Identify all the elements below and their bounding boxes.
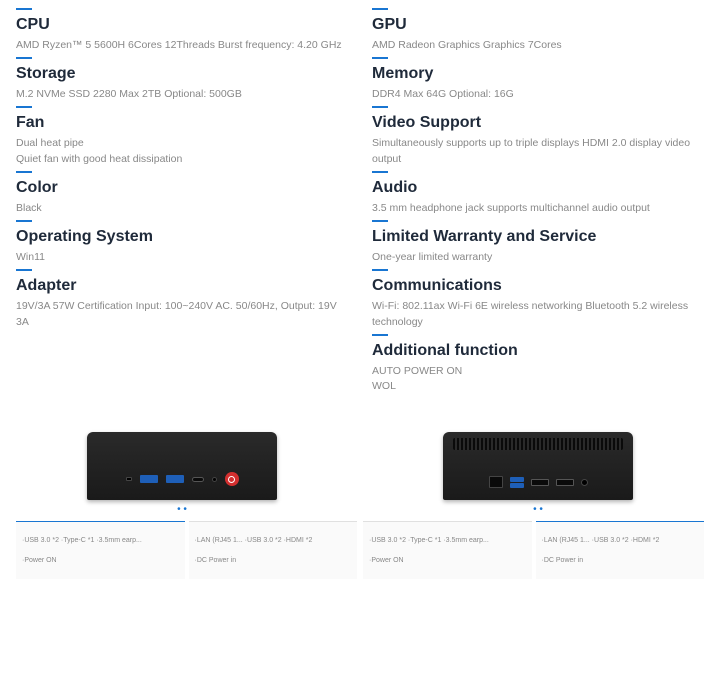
spec-title: Audio xyxy=(372,179,704,197)
power-button-icon xyxy=(225,472,239,486)
spec-title: Color xyxy=(16,179,348,197)
spec-title: Fan xyxy=(16,114,348,132)
spec-desc: One-year limited warranty xyxy=(372,250,704,265)
port-tabs-row: ·USB 3.0 *2 ·Type-C *1 ·3.5mm earp... ·P… xyxy=(16,521,704,579)
accent-bar xyxy=(16,269,32,271)
spec-title: Additional function xyxy=(372,342,704,360)
accent-bar xyxy=(16,171,32,173)
spec-desc: Simultaneously supports up to triple dis… xyxy=(372,136,704,166)
spec-title: Communications xyxy=(372,277,704,295)
accent-bar xyxy=(372,334,388,336)
spec-desc: Black xyxy=(16,201,348,216)
spec-fan: Fan Dual heat pipe Quiet fan with good h… xyxy=(16,106,348,166)
accent-bar xyxy=(372,57,388,59)
accent-bar xyxy=(372,269,388,271)
spec-title: Adapter xyxy=(16,277,348,295)
spec-gpu: GPU AMD Radeon Graphics Graphics 7Cores xyxy=(372,8,704,53)
tab-line2: ·Power ON xyxy=(22,556,179,566)
spec-desc: AUTO POWER ON WOL xyxy=(372,364,704,394)
spec-audio: Audio 3.5 mm headphone jack supports mul… xyxy=(372,171,704,216)
audio-jack-icon xyxy=(212,477,217,482)
spec-title: Memory xyxy=(372,65,704,83)
tab-line1: ·LAN (RJ45 1... ·USB 3.0 *2 ·HDMI *2 xyxy=(195,536,352,546)
tab-back-ports[interactable]: ·LAN (RJ45 1... ·USB 3.0 *2 ·HDMI *2 ·DC… xyxy=(189,521,358,579)
specs-left-col: CPU AMD Ryzen™ 5 5600H 6Cores 12Threads … xyxy=(16,8,348,398)
hdmi-port-icon xyxy=(556,479,574,486)
usb-port-icon xyxy=(166,475,184,483)
accent-bar xyxy=(16,220,32,222)
accent-bar xyxy=(16,8,32,10)
tab-group-front: ·USB 3.0 *2 ·Type-C *1 ·3.5mm earp... ·P… xyxy=(16,521,357,579)
vent-icon xyxy=(453,438,623,450)
spec-storage: Storage M.2 NVMe SSD 2280 Max 2TB Option… xyxy=(16,57,348,102)
spec-desc: AMD Radeon Graphics Graphics 7Cores xyxy=(372,38,704,53)
spec-cpu: CPU AMD Ryzen™ 5 5600H 6Cores 12Threads … xyxy=(16,8,348,53)
tab-back-ports[interactable]: ·LAN (RJ45 1... ·USB 3.0 *2 ·HDMI *2 ·DC… xyxy=(536,521,705,579)
tab-front-ports[interactable]: ·USB 3.0 *2 ·Type-C *1 ·3.5mm earp... ·P… xyxy=(16,521,185,579)
device-front-image xyxy=(16,410,348,500)
spec-desc: Dual heat pipe Quiet fan with good heat … xyxy=(16,136,348,166)
spec-warranty: Limited Warranty and Service One-year li… xyxy=(372,220,704,265)
spec-desc: DDR4 Max 64G Optional: 16G xyxy=(372,87,704,102)
product-images-row: • • • • xyxy=(16,410,704,515)
tab-front-ports[interactable]: ·USB 3.0 *2 ·Type-C *1 ·3.5mm earp... ·P… xyxy=(363,521,532,579)
spec-title: Storage xyxy=(16,65,348,83)
spec-desc: Wi-Fi: 802.11ax Wi-Fi 6E wireless networ… xyxy=(372,299,704,329)
spec-desc: AMD Ryzen™ 5 5600H 6Cores 12Threads Burs… xyxy=(16,38,348,53)
tab-line1: ·USB 3.0 *2 ·Type-C *1 ·3.5mm earp... xyxy=(22,536,179,546)
hdmi-port-icon xyxy=(531,479,549,486)
typec-port-icon xyxy=(192,477,204,482)
spec-desc: 3.5 mm headphone jack supports multichan… xyxy=(372,201,704,216)
tab-group-back: ·USB 3.0 *2 ·Type-C *1 ·3.5mm earp... ·P… xyxy=(363,521,704,579)
device-back-image xyxy=(372,410,704,500)
spec-title: Video Support xyxy=(372,114,704,132)
spec-title: CPU xyxy=(16,16,348,34)
spec-color: Color Black xyxy=(16,171,348,216)
tab-line1: ·LAN (RJ45 1... ·USB 3.0 *2 ·HDMI *2 xyxy=(542,536,699,546)
dc-port-icon xyxy=(581,479,588,486)
accent-bar xyxy=(372,171,388,173)
spec-comms: Communications Wi-Fi: 802.11ax Wi-Fi 6E … xyxy=(372,269,704,329)
spec-additional: Additional function AUTO POWER ON WOL xyxy=(372,334,704,394)
tab-line1: ·USB 3.0 *2 ·Type-C *1 ·3.5mm earp... xyxy=(369,536,526,546)
spec-desc: Win11 xyxy=(16,250,348,265)
usb-stack-icon xyxy=(510,477,524,488)
spec-title: GPU xyxy=(372,16,704,34)
device-back-icon xyxy=(443,432,633,500)
clr-cmos-icon xyxy=(126,477,132,481)
carousel-dots[interactable]: • • xyxy=(16,504,348,515)
front-image-container: • • xyxy=(16,410,348,515)
spec-os: Operating System Win11 xyxy=(16,220,348,265)
spec-title: Limited Warranty and Service xyxy=(372,228,704,246)
spec-video: Video Support Simultaneously supports up… xyxy=(372,106,704,166)
device-front-icon xyxy=(87,432,277,500)
spec-memory: Memory DDR4 Max 64G Optional: 16G xyxy=(372,57,704,102)
spec-desc: 19V/3A 57W Certification Input: 100~240V… xyxy=(16,299,348,329)
usb-port-icon xyxy=(140,475,158,483)
specs-grid: CPU AMD Ryzen™ 5 5600H 6Cores 12Threads … xyxy=(16,8,704,398)
accent-bar xyxy=(16,106,32,108)
tab-line2: ·DC Power in xyxy=(542,556,699,566)
spec-desc: M.2 NVMe SSD 2280 Max 2TB Optional: 500G… xyxy=(16,87,348,102)
accent-bar xyxy=(372,220,388,222)
carousel-dots[interactable]: • • xyxy=(372,504,704,515)
spec-adapter: Adapter 19V/3A 57W Certification Input: … xyxy=(16,269,348,329)
accent-bar xyxy=(372,8,388,10)
specs-right-col: GPU AMD Radeon Graphics Graphics 7Cores … xyxy=(372,8,704,398)
tab-line2: ·Power ON xyxy=(369,556,526,566)
accent-bar xyxy=(372,106,388,108)
back-image-container: • • xyxy=(372,410,704,515)
lan-port-icon xyxy=(489,476,503,488)
accent-bar xyxy=(16,57,32,59)
tab-line2: ·DC Power in xyxy=(195,556,352,566)
spec-title: Operating System xyxy=(16,228,348,246)
